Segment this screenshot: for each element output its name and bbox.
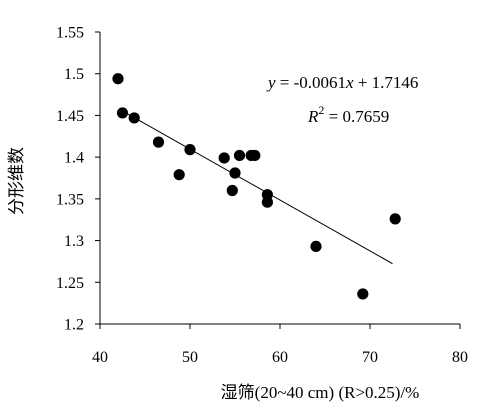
data-point [128, 112, 140, 124]
data-point [184, 144, 196, 156]
data-points [112, 73, 401, 300]
y-tick-label: 1.25 [56, 275, 84, 292]
y-tick-label: 1.5 [64, 66, 84, 83]
y-tick-label: 1.55 [56, 25, 84, 42]
data-point [173, 169, 185, 181]
data-point [218, 152, 230, 164]
y-tick-label: 1.3 [64, 233, 84, 250]
y-tick-label: 1.35 [56, 191, 84, 208]
equation-annotation: y = -0.0061x + 1.7146 [266, 73, 418, 92]
x-axis-label: 湿筛(20~40 cm) (R>0.25)/% [221, 383, 420, 402]
x-tick-label: 50 [182, 349, 198, 366]
data-point [229, 167, 241, 179]
data-point [389, 213, 401, 225]
trendline [126, 113, 393, 265]
data-point [261, 196, 273, 208]
data-point [226, 184, 238, 197]
x-tick-label: 80 [452, 349, 468, 366]
y-tick-label: 1.45 [56, 108, 84, 125]
data-point [152, 136, 165, 148]
data-point [357, 288, 369, 300]
y-ticks: 1.2 1.25 1.3 1.35 1.4 1.45 1.5 1.55 [56, 25, 100, 334]
y-axis-label: 分形维数 [7, 147, 26, 215]
x-tick-label: 40 [92, 349, 108, 366]
y-tick-label: 1.4 [64, 150, 84, 167]
data-point [310, 240, 322, 253]
data-point [249, 149, 261, 162]
data-point [116, 107, 129, 119]
axes: 40 50 60 70 80 1.2 1.25 1.3 1.35 1.4 1.45 1.5 1.55 [56, 25, 468, 367]
data-point [233, 149, 246, 162]
x-tick-label: 70 [362, 349, 378, 366]
data-point [112, 73, 124, 85]
y-tick-label: 1.2 [64, 317, 84, 334]
r-squared-annotation: R2 = 0.7659 [307, 103, 389, 126]
x-tick-label: 60 [272, 349, 288, 366]
x-ticks: 40 50 60 70 80 [92, 324, 468, 366]
